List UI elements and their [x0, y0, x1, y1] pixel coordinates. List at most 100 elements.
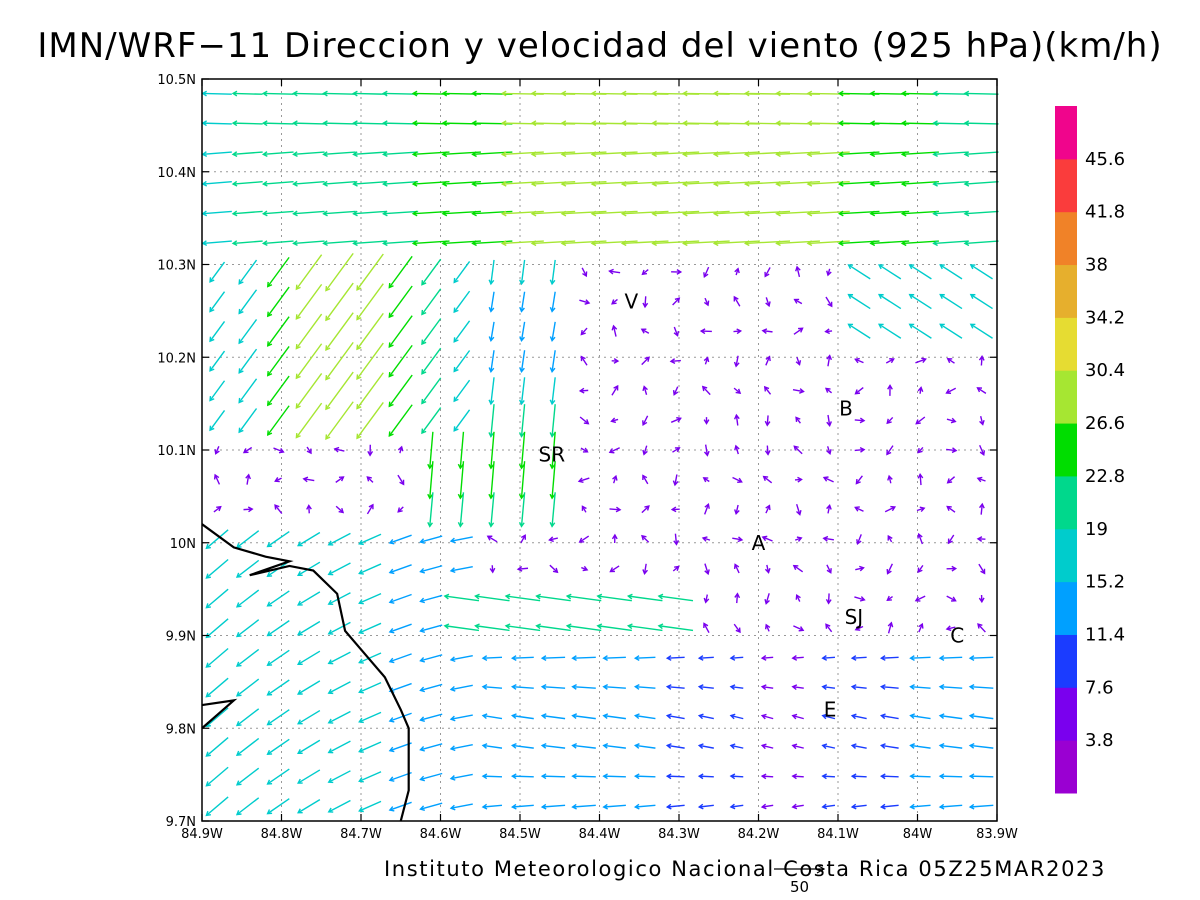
wind-vector	[352, 210, 387, 217]
footer-credit: Instituto Meteorologico Nacional Costa R…	[384, 857, 1106, 881]
wind-vector	[791, 684, 804, 691]
y-tick-label: 9.7N	[166, 815, 196, 830]
wind-vector	[235, 678, 260, 697]
colorbar-segment	[1055, 423, 1077, 477]
y-tick-label: 10.1N	[157, 444, 196, 459]
wind-vector	[908, 323, 932, 339]
wind-vector	[530, 210, 576, 217]
wind-vector	[854, 596, 866, 602]
wind-vector	[209, 380, 226, 402]
wind-vector	[481, 655, 503, 661]
wind-vector	[474, 623, 510, 632]
wind-vector	[488, 492, 495, 528]
wind-vector	[327, 681, 351, 695]
wind-vector	[327, 651, 351, 665]
wind-vector	[602, 655, 626, 661]
wind-vector	[963, 120, 999, 127]
reference-vector-arrow	[774, 864, 826, 874]
wind-vector	[764, 267, 771, 278]
reference-vector-label: 50	[790, 878, 810, 896]
wind-vector	[821, 773, 835, 780]
wind-vector	[388, 593, 412, 604]
wind-vector	[231, 90, 263, 97]
wind-vector	[292, 180, 325, 187]
wind-vector	[671, 269, 683, 275]
wind-vector	[764, 445, 771, 456]
wind-vector	[510, 803, 534, 810]
wind-vector	[266, 375, 290, 407]
wind-vector	[946, 595, 957, 602]
wind-vector	[602, 684, 626, 690]
wind-vector	[703, 297, 710, 307]
wind-vector	[764, 593, 770, 605]
wind-vector	[238, 259, 258, 285]
wind-vector	[665, 743, 685, 749]
wind-vector	[641, 356, 650, 366]
wind-vector	[793, 445, 803, 455]
wind-vector	[822, 476, 834, 483]
wind-vector	[850, 655, 867, 661]
x-tick-label: 84.7W	[340, 827, 382, 842]
wind-vector	[449, 565, 473, 574]
wind-vector	[946, 447, 958, 454]
wind-vector	[610, 417, 619, 424]
wind-vector	[261, 240, 294, 247]
wind-vector	[322, 210, 356, 217]
wind-vector	[979, 415, 985, 426]
wind-vector	[205, 766, 229, 787]
wind-vector	[205, 707, 229, 728]
wind-vector	[419, 565, 443, 574]
wind-vector	[205, 588, 229, 609]
wind-vector	[764, 564, 771, 574]
wind-vector	[549, 259, 556, 286]
wind-vector	[665, 773, 685, 780]
wind-vector	[297, 799, 321, 814]
station-labels: V SR B A SJ C E	[539, 290, 965, 722]
wind-vector	[382, 180, 419, 187]
wind-vector	[791, 773, 804, 780]
wind-vector	[620, 240, 669, 247]
wind-vector	[504, 623, 541, 632]
wind-vector	[946, 476, 956, 484]
wind-vector	[235, 619, 260, 638]
wind-vector	[620, 151, 669, 158]
wind-vector	[388, 374, 413, 408]
wind-vector	[352, 180, 387, 187]
wind-vector	[449, 803, 473, 811]
wind-vector	[978, 563, 986, 575]
wind-vector	[850, 713, 867, 720]
wind-vector	[642, 563, 649, 575]
wind-vector	[235, 559, 260, 578]
wind-vector	[266, 286, 290, 318]
wind-vector	[201, 210, 232, 217]
coastline	[201, 523, 410, 822]
wind-vector	[325, 252, 354, 292]
wind-vector	[672, 447, 681, 453]
wind-vector	[388, 712, 412, 723]
wind-vector	[609, 565, 620, 573]
wind-vector	[549, 404, 556, 438]
wind-vector	[938, 803, 963, 810]
wind-vector	[530, 240, 576, 247]
wind-vector	[449, 654, 473, 663]
wind-vector	[453, 409, 471, 432]
wind-vector	[880, 713, 899, 720]
wind-vector	[549, 564, 559, 574]
wind-vector	[297, 531, 321, 547]
wind-vector	[238, 348, 258, 374]
wind-vector	[261, 151, 294, 158]
wind-vector	[571, 742, 596, 749]
wind-vector	[917, 446, 924, 454]
wind-vector	[665, 684, 685, 690]
wind-vector	[626, 593, 663, 602]
wind-vector	[500, 210, 544, 217]
wind-vector	[932, 180, 969, 187]
wind-vector	[760, 713, 774, 720]
station-label: C	[950, 624, 964, 648]
wind-vector	[657, 623, 694, 632]
wind-vector	[826, 446, 832, 455]
wind-vector	[453, 290, 471, 314]
wind-vector	[581, 565, 589, 572]
colorbar-segment	[1055, 475, 1077, 530]
wind-vector	[969, 293, 993, 310]
